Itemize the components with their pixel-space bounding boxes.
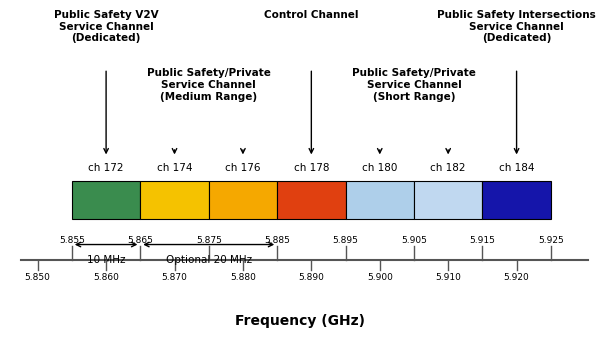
Text: Control Channel: Control Channel <box>264 10 359 20</box>
Text: 5.875: 5.875 <box>196 236 221 245</box>
Text: 5.870: 5.870 <box>161 273 187 282</box>
Text: 5.850: 5.850 <box>25 273 50 282</box>
Text: ch 184: ch 184 <box>499 163 535 173</box>
FancyBboxPatch shape <box>277 181 346 219</box>
Text: 5.920: 5.920 <box>504 273 529 282</box>
Text: Public Safety/Private
Service Channel
(Short Range): Public Safety/Private Service Channel (S… <box>352 68 476 102</box>
Text: Optional 20 MHz: Optional 20 MHz <box>166 255 252 265</box>
Text: Public Safety Intersections
Service Channel
(Dedicated): Public Safety Intersections Service Chan… <box>437 10 596 43</box>
Text: 5.885: 5.885 <box>264 236 290 245</box>
Text: 5.910: 5.910 <box>435 273 461 282</box>
FancyBboxPatch shape <box>482 181 551 219</box>
FancyBboxPatch shape <box>209 181 277 219</box>
FancyBboxPatch shape <box>346 181 414 219</box>
FancyBboxPatch shape <box>140 181 209 219</box>
Text: 5.880: 5.880 <box>230 273 256 282</box>
Text: ch 174: ch 174 <box>157 163 192 173</box>
Text: ch 182: ch 182 <box>430 163 466 173</box>
Text: 5.900: 5.900 <box>367 273 392 282</box>
Text: Frequency (GHz): Frequency (GHz) <box>235 314 365 328</box>
Text: 5.890: 5.890 <box>298 273 324 282</box>
Text: 5.915: 5.915 <box>469 236 496 245</box>
Text: 10 MHz: 10 MHz <box>87 255 125 265</box>
Text: ch 176: ch 176 <box>225 163 260 173</box>
Text: 5.860: 5.860 <box>93 273 119 282</box>
Text: Public Safety/Private
Service Channel
(Medium Range): Public Safety/Private Service Channel (M… <box>147 68 271 102</box>
FancyBboxPatch shape <box>72 181 140 219</box>
Text: ch 180: ch 180 <box>362 163 397 173</box>
Text: 5.925: 5.925 <box>538 236 563 245</box>
Text: 5.855: 5.855 <box>59 236 85 245</box>
Text: 5.905: 5.905 <box>401 236 427 245</box>
Text: 5.895: 5.895 <box>332 236 358 245</box>
Text: Public Safety V2V
Service Channel
(Dedicated): Public Safety V2V Service Channel (Dedic… <box>54 10 158 43</box>
Text: ch 172: ch 172 <box>88 163 124 173</box>
Text: 5.865: 5.865 <box>127 236 153 245</box>
Text: ch 178: ch 178 <box>293 163 329 173</box>
FancyBboxPatch shape <box>414 181 482 219</box>
